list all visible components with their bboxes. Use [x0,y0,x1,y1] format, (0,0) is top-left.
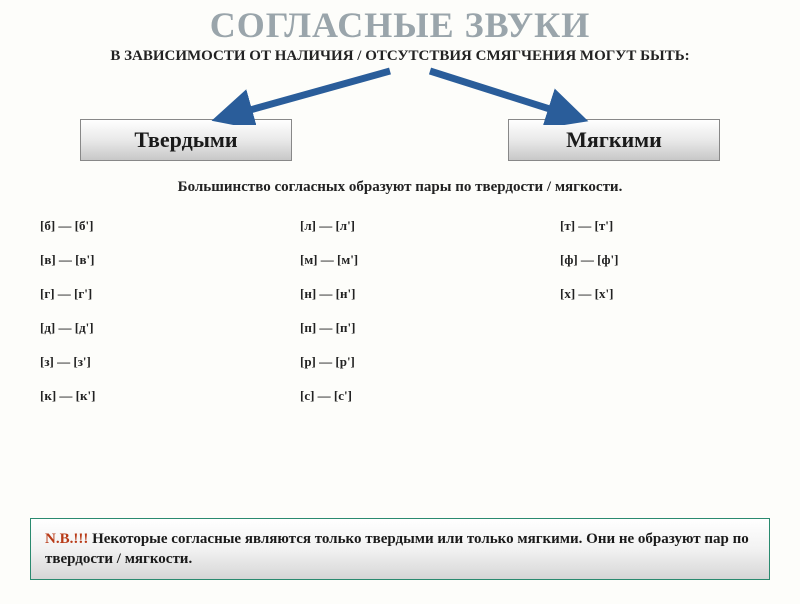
category-hard: Твердыми [80,119,292,161]
page-title: СОГЛАСНЫЕ ЗВУКИ [0,4,800,46]
pair-item: [ф] — [ф'] [560,252,760,268]
pairs-column-2: [л] — [л'] [м] — [м'] [н] — [н'] [п] — [… [300,218,500,404]
pairs-column-3: [т] — [т'] [ф] — [ф'] [х] — [х'] [560,218,760,404]
pair-item: [т] — [т'] [560,218,760,234]
pair-item: [г] — [г'] [40,286,240,302]
arrow-svg [0,65,800,125]
pair-item: [л] — [л'] [300,218,500,234]
note-box: N.B.!!! Некоторые согласные являются тол… [30,518,770,581]
pairs-note: Большинство согласных образуют пары по т… [0,179,800,196]
pair-item: [д] — [д'] [40,320,240,336]
arrows-region [0,65,800,125]
pairs-column-1: [б] — [б'] [в] — [в'] [г] — [г'] [д] — [… [40,218,240,404]
page-subtitle: В ЗАВИСИМОСТИ ОТ НАЛИЧИЯ / ОТСУТСТВИЯ СМ… [0,48,800,65]
pair-item: [в] — [в'] [40,252,240,268]
category-boxes: Твердыми Мягкими [0,119,800,161]
pair-item: [х] — [х'] [560,286,760,302]
pairs-grid: [б] — [б'] [в] — [в'] [г] — [г'] [д] — [… [0,218,800,404]
note-prefix: N.B.!!! [45,531,92,547]
pair-item: [р] — [р'] [300,354,500,370]
category-soft: Мягкими [508,119,720,161]
pair-item: [м] — [м'] [300,252,500,268]
pair-item: [з] — [з'] [40,354,240,370]
pair-item: [с] — [с'] [300,388,500,404]
pair-item: [п] — [п'] [300,320,500,336]
pair-item: [н] — [н'] [300,286,500,302]
arrow-left-icon [225,71,390,117]
pair-item: [б] — [б'] [40,218,240,234]
pair-item: [к] — [к'] [40,388,240,404]
note-text: Некоторые согласные являются только твер… [45,531,749,567]
arrow-right-icon [430,71,575,117]
